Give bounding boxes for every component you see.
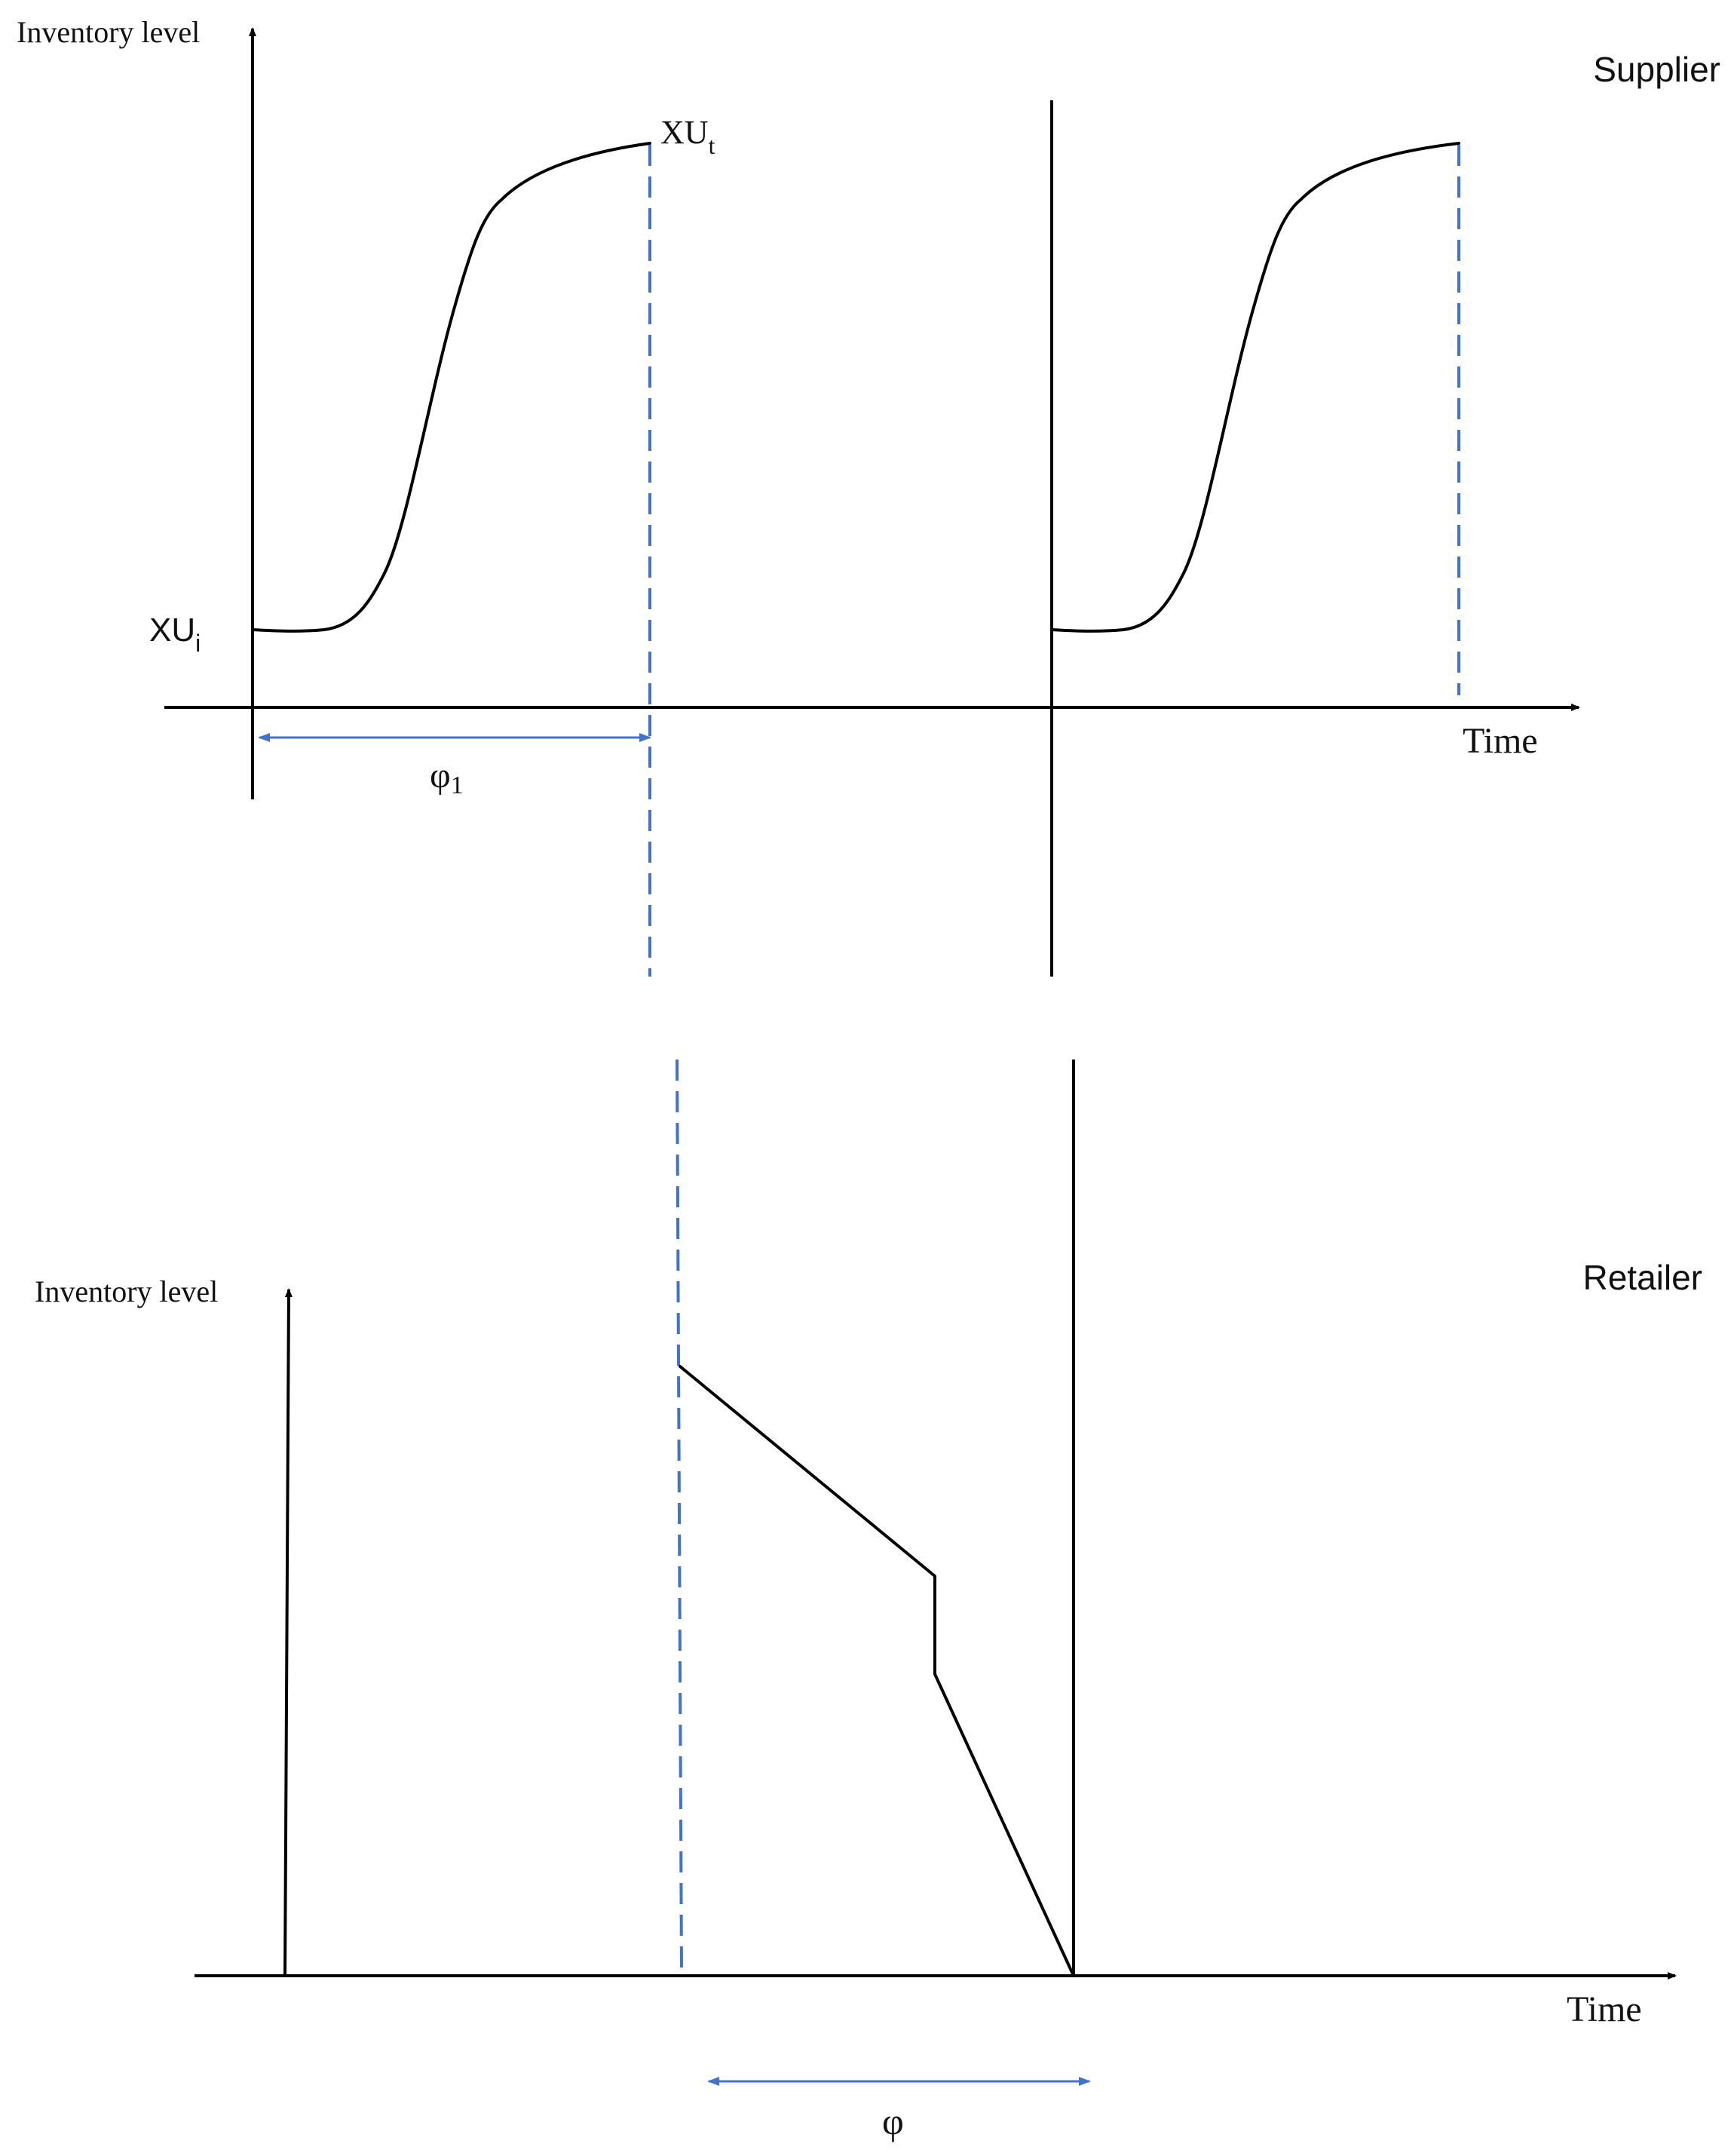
retailer-x-axis-label: Time (1567, 1989, 1642, 2029)
supplier-growth-curve-1 (251, 142, 651, 633)
supplier-x-axis-label: Time (1463, 721, 1538, 761)
retailer-inventory-path (679, 1365, 1075, 1977)
retailer-title: Retailer (1582, 1258, 1702, 1297)
retailer-dashed-divider (676, 1059, 683, 1970)
retailer-panel: Retailer Inventory level Time φ (35, 1059, 1702, 2142)
supplier-interval-label: φ1 (430, 756, 464, 799)
retailer-y-axis (283, 1288, 293, 1977)
retailer-y-axis-label: Inventory level (35, 1274, 218, 1308)
supplier-title: Supplier (1593, 50, 1720, 89)
retailer-interval-label: φ (882, 2100, 904, 2142)
supplier-end-level-label: XUt (660, 114, 715, 159)
supplier-y-axis-label: Inventory level (17, 15, 200, 49)
supplier-start-level-label: XUi (149, 612, 201, 657)
supplier-panel: Supplier Inventory level Time XUi XUt φ1 (17, 15, 1720, 977)
supplier-growth-curve-2 (1050, 142, 1460, 633)
